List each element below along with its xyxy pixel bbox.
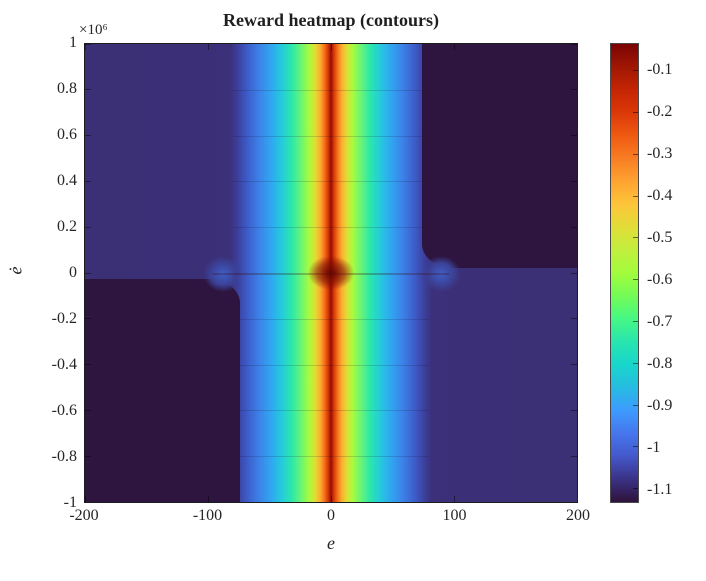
x-axis-tick [453,496,455,502]
y-axis-tick [85,44,91,45]
colorbar-tick-mark [633,488,638,490]
x-tick-label: 100 [442,507,467,524]
axis-tick-marks [85,44,577,502]
colorbar-tick-labels: -0.1 -0.2 -0.3 -0.4 -0.5 -0.6 -0.7 -0.8 -0.9 -1 -1… [647,43,702,503]
y-axis-tick [571,455,577,457]
y-axis-tick [571,318,577,320]
y-axis-label: ė [5,266,26,275]
colorbar-tick-mark [633,320,638,322]
y-axis-tick [571,364,577,366]
y-axis-tick [85,455,91,457]
y-tick-label: 0.4 [57,172,77,189]
x-axis-tick [576,44,577,50]
y-axis-tick [85,135,91,137]
x-axis-tick-labels: -200 -100 0 100 200 [69,507,590,527]
colorbar-tick-mark [633,195,638,197]
dark-region-top-right [422,44,577,268]
y-tick-label: 0 [69,264,77,281]
x-axis-tick [207,44,209,50]
colorbar-tick-label: -1.1 [647,480,673,498]
x-tick-label: -200 [69,507,99,524]
colorbar-tick-label: -0.1 [647,60,673,78]
contour-grid-line [232,318,430,320]
x-axis-tick [330,44,332,50]
colorbar-tick-label: -1 [647,438,661,456]
plot-title: Reward heatmap (contours) [223,10,439,30]
y-tick-label: -0.8 [51,448,77,465]
colorbar-tick-mark [633,70,638,72]
contour-grid-lines [85,44,577,502]
contour-grid-line [232,456,430,458]
center-peak-blob [300,250,362,296]
contour-grid-line [232,410,430,412]
colorbar-tick-label: -0.4 [647,186,673,204]
y-axis-tick [571,135,577,137]
band-bulge-left [197,250,249,298]
colorbar-tick-label: -0.3 [647,144,673,162]
x-axis-tick [207,496,209,502]
y-axis-tick [571,501,577,502]
y-axis-tick [85,501,91,502]
y-tick-label: -1 [63,494,77,511]
y-axis-tick [571,226,577,228]
y-axis-tick [85,226,91,228]
dark-region-bottom-left [85,279,240,502]
y-tick-label: -0.6 [51,402,77,419]
x-axis-tick [85,44,86,50]
y-axis-tick [571,89,577,91]
y-axis-exponent-label: ×10⁶ [79,22,108,38]
colorbar-tick-label: -0.7 [647,312,673,330]
colorbar-tick-label: -0.6 [647,270,673,288]
y-axis-tick [85,409,91,411]
contour-grid-line [232,181,430,183]
x-axis-tick [330,496,332,502]
y-axis-tick [85,89,91,91]
y-axis-tick [571,272,577,274]
colorbar-tick-mark [633,362,638,364]
x-tick-label: -100 [192,507,223,524]
contour-grid-line [232,89,430,91]
x-axis-tick [576,496,577,502]
x-axis-tick [453,44,455,50]
x-axis-tick [85,496,86,502]
x-tick-label: 200 [566,507,590,524]
y-axis-tick [571,180,577,182]
y-axis-tick [85,180,91,182]
y-axis-tick-labels: 1 0.8 0.6 0.4 0.2 0 -0.2 -0.4 -0.6 -0.8 -1 [14,34,77,511]
colorbar-tick-label: -0.2 [647,102,673,120]
x-tick-label: 0 [327,507,335,524]
colorbar-tick-mark [633,153,638,155]
colorbar-tick-mark [633,404,638,406]
x-axis-label: e [327,533,335,553]
y-tick-label: -0.4 [51,356,77,373]
contour-grid-line [232,227,430,229]
colorbar-tick-label: -0.9 [647,396,673,414]
colorbar-tick-mark [633,279,638,281]
y-tick-label: 1 [69,34,77,51]
y-axis-tick [571,44,577,45]
y-tick-label: -0.2 [51,310,77,327]
colorbar-tick-label: -0.5 [647,228,673,246]
contour-grid-line [232,364,430,366]
plot-area [84,43,578,503]
y-axis-tick [571,409,577,411]
y-tick-label: 0.6 [57,126,77,143]
y-axis-tick [85,364,91,366]
contour-grid-line [232,135,430,137]
y-axis-tick [85,272,91,274]
colorbar-tick-label: -0.8 [647,354,673,372]
colorbar-tick-mark [633,237,638,239]
colorbar-tick-mark [633,446,638,448]
band-bulge-right [415,250,467,298]
y-axis-tick [85,318,91,320]
colorbar-tick-mark [633,112,638,114]
y-tick-label: 0.8 [57,80,77,97]
y-tick-label: 0.2 [57,218,77,235]
colorbar [610,43,639,503]
